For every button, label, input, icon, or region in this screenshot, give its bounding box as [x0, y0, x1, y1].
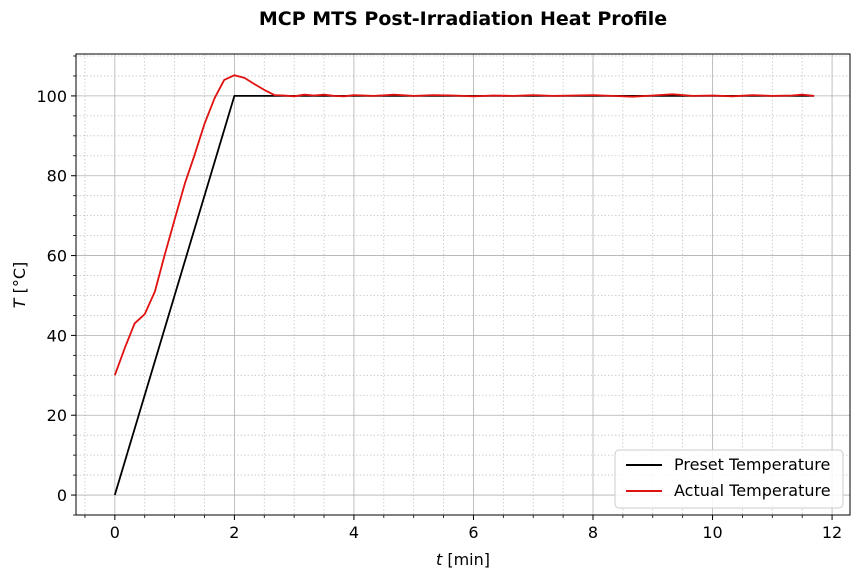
y-tick-label: 60: [47, 247, 67, 266]
legend-box: [614, 449, 844, 509]
x-axis-label-symbol: t: [436, 550, 443, 569]
legend-label-preset: Preset Temperature: [674, 455, 830, 474]
x-tick-label: 4: [349, 523, 359, 542]
chart-title: MCP MTS Post-Irradiation Heat Profile: [259, 8, 667, 30]
y-axis-label-symbol: T: [10, 297, 29, 308]
y-tick-label: 20: [47, 406, 67, 425]
x-tick-label: 0: [110, 523, 120, 542]
x-tick-label: 8: [588, 523, 598, 542]
legend: Preset Temperature Actual Temperature: [614, 449, 844, 509]
x-tick-label: 2: [229, 523, 239, 542]
actual-temperature-line: [113, 74, 815, 376]
y-tick-label: 0: [57, 486, 67, 505]
x-tick-label: 12: [822, 523, 842, 542]
x-axis-label-unit: [min]: [442, 550, 490, 569]
y-tick-label: 80: [47, 167, 67, 186]
y-axis-label-unit: [°C]: [10, 262, 29, 299]
plot-area-border: [75, 53, 851, 516]
series-layer: [113, 74, 815, 496]
legend-label-actual: Actual Temperature: [674, 481, 831, 500]
axis-ticks: 0 2 4 6 8 10 12 0 20 40 60 80 100: [36, 55, 842, 542]
x-tick-label: 10: [702, 523, 722, 542]
x-tick-label: 6: [468, 523, 478, 542]
y-tick-label: 40: [47, 326, 67, 345]
y-tick-label: 100: [36, 87, 67, 106]
x-axis-label: t [min]: [436, 550, 490, 569]
plot-frame: [75, 53, 851, 516]
y-axis-label: T [°C]: [10, 262, 29, 309]
